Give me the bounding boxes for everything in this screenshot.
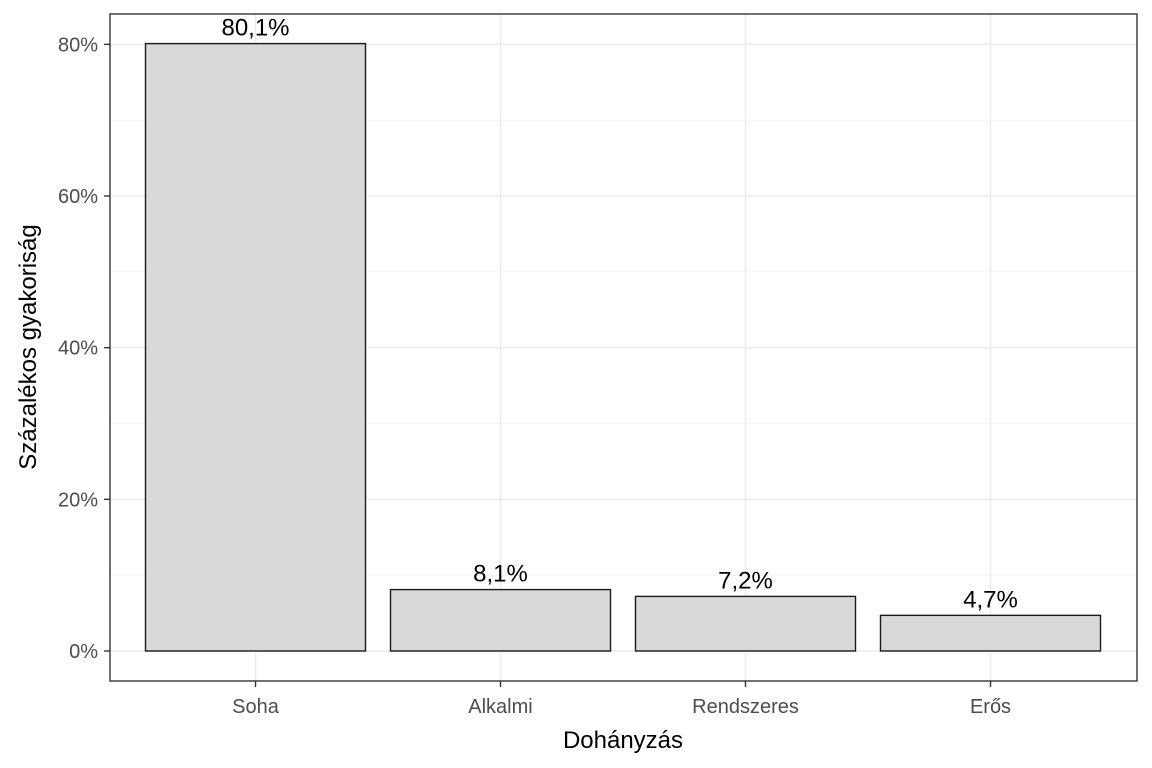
data-labels: 80,1% 8,1% 7,2% 4,7% — [221, 15, 1017, 614]
x-tick-label: Soha — [232, 696, 280, 718]
y-tick-label: 20% — [58, 489, 98, 511]
y-axis: 0% 20% 40% 60% 80% — [58, 34, 110, 663]
x-axis: Soha Alkalmi Rendszeres Erős — [232, 681, 1011, 718]
y-tick-label: 40% — [58, 338, 98, 360]
x-axis-title: Dohányzás — [563, 727, 683, 754]
data-label-1: 80,1% — [221, 15, 289, 42]
bar-1 — [144, 42, 367, 652]
bar-2 — [389, 588, 612, 652]
data-label-3: 7,2% — [718, 567, 773, 594]
bar-3 — [634, 595, 857, 652]
x-tick-label: Rendszeres — [692, 696, 799, 718]
x-tick-label: Alkalmi — [468, 696, 532, 718]
y-axis-title: Százalékos gyakoriság — [15, 224, 42, 469]
y-tick-label: 0% — [69, 641, 98, 663]
bar-4 — [879, 614, 1102, 652]
y-tick-label: 80% — [58, 34, 98, 56]
x-tick-label: Erős — [970, 696, 1011, 718]
y-tick-label: 60% — [58, 186, 98, 208]
data-label-4: 4,7% — [963, 586, 1018, 613]
bars — [144, 42, 1102, 652]
data-label-2: 8,1% — [473, 561, 528, 588]
